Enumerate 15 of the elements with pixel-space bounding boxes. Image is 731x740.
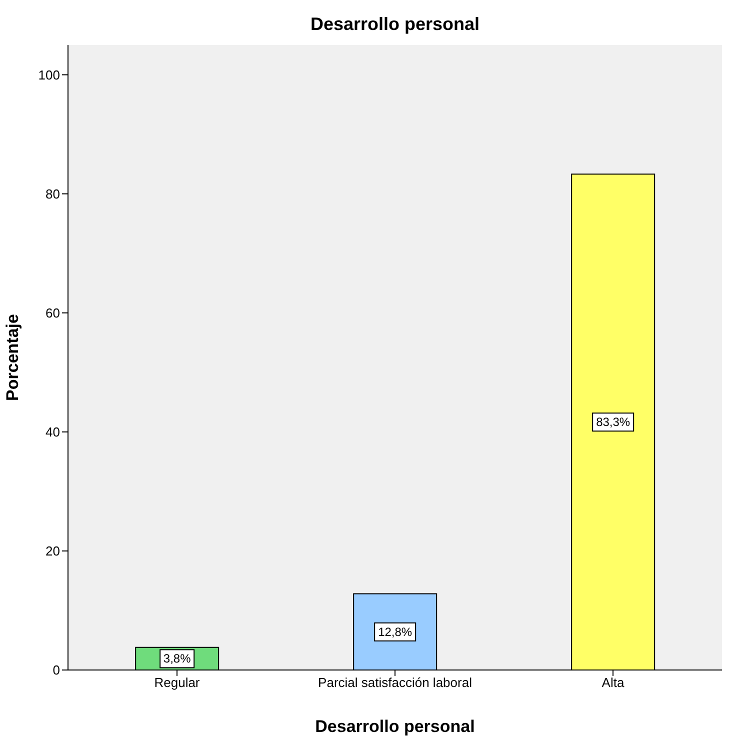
x-tick-label: Parcial satisfacción laboral [318,675,472,690]
y-tick-label: 0 [52,662,60,678]
x-axis-title: Desarrollo personal [315,717,475,736]
y-tick-label: 80 [46,186,60,202]
x-tick-label: Regular [154,675,200,690]
y-axis-title: Porcentaje [3,314,22,401]
y-tick-label: 100 [38,67,60,82]
data-label: 83,3% [596,415,630,430]
data-label: 3,8% [163,652,192,666]
x-tick-label: Alta [602,675,625,690]
chart-title: Desarrollo personal [309,14,481,35]
data-label: 12,8% [378,624,412,639]
y-tick-label: 40 [46,424,60,440]
y-tick-label: 60 [46,305,60,320]
y-tick-label: 20 [46,544,60,559]
